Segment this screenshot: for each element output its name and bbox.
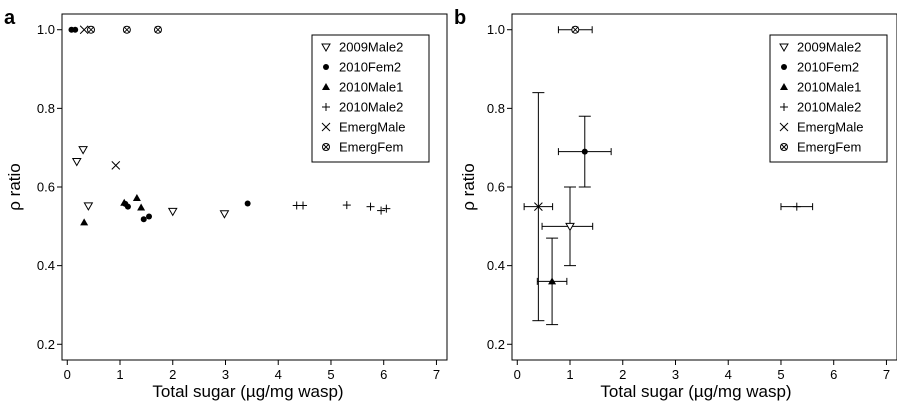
data-point-a-3-3: [366, 202, 375, 211]
x-tick-label-b-7: 7: [883, 367, 890, 382]
legend-marker-a-0: [321, 43, 331, 53]
data-point-a-1-6: [244, 200, 251, 207]
x-tick-label-a-4: 4: [275, 367, 282, 382]
x-tick-label-a-2: 2: [169, 367, 176, 382]
x-tick-label-b-4: 4: [725, 367, 732, 382]
legend-marker-b-1: [781, 64, 787, 70]
legend-label-b-1: 2010Fem2: [797, 60, 859, 75]
y-axis-label-b: ρ ratio: [459, 163, 478, 210]
data-point-b-3-0: [792, 202, 801, 211]
x-tick-label-b-2: 2: [619, 367, 626, 382]
legend-marker-a-1: [323, 64, 329, 70]
x-tick-label-a-7: 7: [433, 367, 440, 382]
legend-marker-a-2: [322, 83, 330, 90]
legend-marker-b-3: [780, 103, 788, 111]
data-point-a-0-4: [219, 210, 230, 219]
data-point-a-2-0: [80, 218, 89, 226]
x-tick-label-b-3: 3: [672, 367, 679, 382]
y-tick-label-b-0: 0.2: [487, 337, 505, 352]
data-point-a-2-3: [137, 203, 146, 211]
data-point-b-1-0: [581, 148, 588, 155]
y-tick-label-b-2: 0.6: [487, 180, 505, 195]
y-tick-label-a-2: 0.6: [37, 180, 55, 195]
legend-label-a-3: 2010Male2: [339, 100, 403, 115]
legend-marker-a-4: [321, 122, 331, 132]
legend-label-b-5: EmergFem: [797, 140, 861, 155]
data-point-b-5-0: [571, 25, 580, 34]
data-point-a-5-0: [87, 25, 96, 34]
data-point-a-2-1: [120, 198, 129, 206]
data-point-a-1-1: [72, 26, 79, 33]
x-axis-label-b: Total sugar (µg/mg wasp): [600, 382, 791, 401]
data-point-a-2-2: [132, 194, 141, 202]
legend-label-b-2: 2010Male1: [797, 80, 861, 95]
data-point-a-5-2: [153, 25, 162, 34]
data-point-a-1-4: [140, 216, 147, 223]
x-tick-label-b-5: 5: [777, 367, 784, 382]
data-point-a-3-5: [382, 204, 391, 213]
x-tick-label-a-6: 6: [380, 367, 387, 382]
data-point-b-0-0: [565, 222, 575, 232]
data-point-a-4-1: [111, 161, 121, 170]
panel-a: a 0 1 2 3 4 5 6 7 0.2 0.4 0.6 0.8 1.0 Total sugar (µg/…: [4, 7, 448, 401]
data-point-a-0-2: [83, 202, 94, 211]
y-tick-label-b-1: 0.4: [487, 258, 505, 273]
legend-marker-b-4: [779, 122, 789, 132]
legend-box-a: [311, 34, 430, 163]
data-point-a-1-5: [146, 213, 153, 220]
x-tick-label-b-0: 0: [514, 367, 521, 382]
panel-b: b 0 1 2 3 4 5 6 7 0.2 0.4 0.6 0.8 1.0 Total sugar (µg/…: [454, 7, 897, 401]
legend-marker-a-3: [322, 103, 330, 111]
y-tick-label-a-0: 0.2: [37, 337, 55, 352]
y-tick-label-a-4: 1.0: [37, 22, 55, 37]
data-point-a-3-4: [377, 206, 386, 215]
x-tick-label-a-1: 1: [116, 367, 123, 382]
x-axis-label-a: Total sugar (µg/mg wasp): [152, 382, 343, 401]
legend-box-b: [769, 34, 888, 163]
legend-label-a-1: 2010Fem2: [339, 60, 401, 75]
x-tick-label-b-1: 1: [566, 367, 573, 382]
data-point-a-0-1: [78, 146, 88, 155]
legend-label-b-3: 2010Male2: [797, 100, 861, 115]
legend-label-a-5: EmergFem: [339, 140, 403, 155]
y-tick-label-b-3: 0.8: [487, 101, 505, 116]
legend-marker-b-0: [779, 43, 789, 53]
panel-letter-b: b: [454, 7, 466, 29]
y-tick-label-b-4: 1.0: [487, 22, 505, 37]
data-point-b-4-0: [534, 202, 543, 212]
legend-label-b-0: 2009Male2: [797, 40, 861, 55]
data-point-a-0-0: [71, 157, 82, 167]
data-point-a-5-1: [122, 25, 131, 34]
data-point-a-0-3: [167, 207, 178, 217]
x-tick-label-a-5: 5: [327, 367, 334, 382]
y-tick-label-a-3: 0.8: [37, 101, 55, 116]
data-point-b-2-0: [548, 277, 557, 285]
legend-label-a-4: EmergMale: [339, 120, 405, 135]
x-tick-label-b-6: 6: [830, 367, 837, 382]
legend-marker-a-5: [322, 143, 330, 151]
data-point-a-3-1: [299, 201, 308, 210]
panel-letter-a: a: [4, 7, 16, 29]
legend-label-b-4: EmergMale: [797, 120, 863, 135]
y-axis-label-a: ρ ratio: [5, 163, 24, 210]
legend-label-a-0: 2009Male2: [339, 40, 403, 55]
data-point-a-3-2: [342, 201, 351, 210]
legend-label-a-2: 2010Male1: [339, 80, 403, 95]
legend-marker-b-5: [780, 143, 788, 151]
legend-marker-b-2: [780, 83, 788, 90]
data-point-a-4-0: [79, 25, 89, 35]
x-tick-label-a-3: 3: [222, 367, 229, 382]
y-tick-label-a-1: 0.4: [37, 258, 55, 273]
x-tick-label-a-0: 0: [64, 367, 71, 382]
